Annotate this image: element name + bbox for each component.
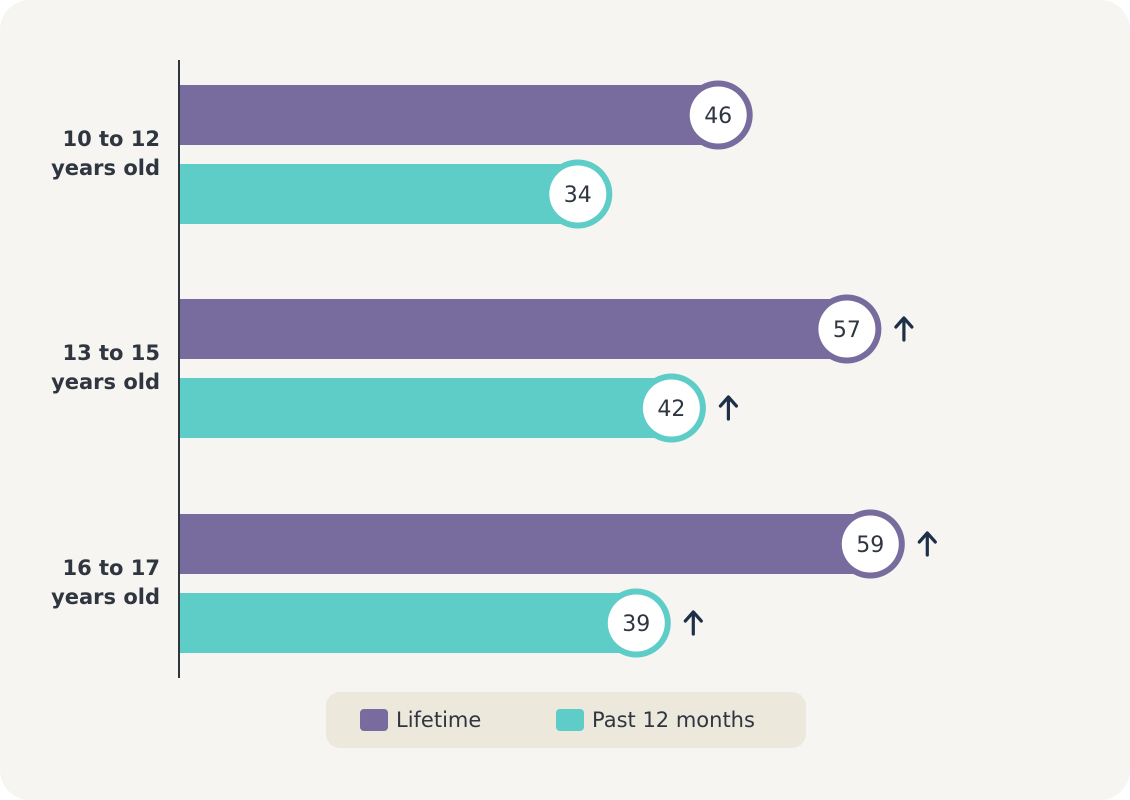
bar-past-12-months xyxy=(180,378,672,438)
legend-item-past-12-months: Past 12 months xyxy=(556,692,755,748)
bar-lifetime xyxy=(180,85,719,145)
legend-label-past-12-months: Past 12 months xyxy=(592,708,755,732)
value-label: 46 xyxy=(704,104,732,129)
up-arrow-icon xyxy=(683,610,703,636)
legend-swatch-past-12-months xyxy=(556,709,584,731)
value-label: 57 xyxy=(833,318,861,343)
bar-lifetime xyxy=(180,299,847,359)
legend: Lifetime Past 12 months xyxy=(326,692,806,748)
up-arrow-icon xyxy=(917,531,937,557)
category-label: 13 to 15 years old xyxy=(51,341,160,394)
value-label: 34 xyxy=(564,183,592,208)
value-badge xyxy=(818,300,876,358)
value-badge xyxy=(642,379,700,437)
category-label: 16 to 17 years old xyxy=(51,556,160,609)
up-arrow-icon xyxy=(718,395,739,421)
value-badge xyxy=(841,515,899,573)
bar-chart: 10 to 12 years old 46 34 13 to 15 years old 57… xyxy=(51,60,937,678)
value-label: 59 xyxy=(856,533,884,558)
value-label: 42 xyxy=(657,397,685,422)
bar-past-12-months xyxy=(180,164,578,224)
bar-lifetime xyxy=(180,514,871,574)
up-arrow-icon xyxy=(894,316,914,342)
value-badge xyxy=(607,594,665,652)
legend-label-lifetime: Lifetime xyxy=(396,708,482,732)
category-label: 10 to 12 years old xyxy=(51,127,160,180)
bar-past-12-months xyxy=(180,593,637,653)
value-badge xyxy=(689,86,747,144)
legend-swatch-lifetime xyxy=(360,709,388,731)
value-label: 39 xyxy=(622,612,650,637)
value-badge xyxy=(549,165,607,223)
legend-item-lifetime: Lifetime xyxy=(360,692,481,748)
